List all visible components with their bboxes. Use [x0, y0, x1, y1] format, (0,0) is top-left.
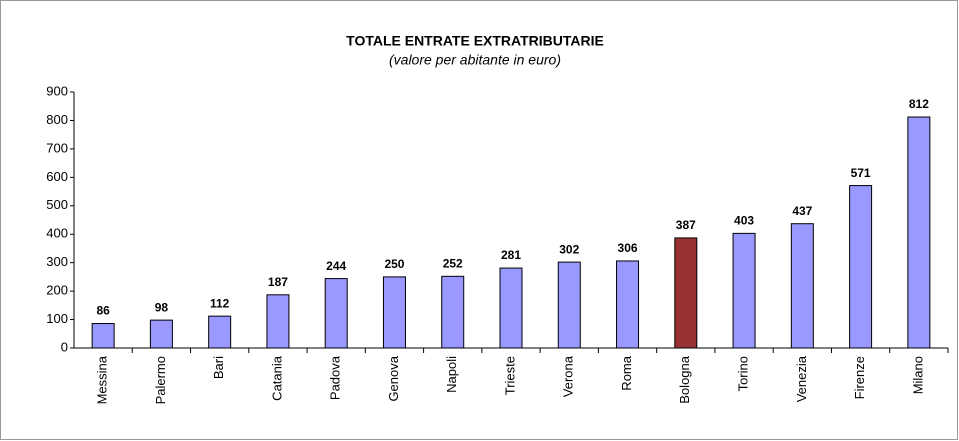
bar — [91, 323, 115, 349]
y-tick-label: 800 — [46, 112, 68, 127]
bar — [266, 294, 290, 349]
value-label: 98 — [155, 300, 169, 314]
x-tick-label: Torino — [736, 356, 751, 391]
y-tick-label: 300 — [46, 254, 68, 269]
bar — [557, 261, 581, 349]
y-tick-label: 200 — [46, 283, 68, 298]
value-label: 812 — [909, 97, 929, 111]
value-label: 252 — [443, 256, 463, 270]
x-tick-label: Venezia — [794, 355, 809, 402]
x-tick-label: Milano — [910, 356, 925, 394]
x-tick-label: Trieste — [502, 356, 517, 395]
y-tick-label: 700 — [46, 140, 68, 155]
value-label: 306 — [618, 241, 638, 255]
y-tick-label: 0 — [61, 339, 68, 354]
y-tick-label: 500 — [46, 197, 68, 212]
bar — [441, 275, 465, 349]
value-label: 302 — [559, 242, 579, 256]
value-label: 437 — [792, 204, 812, 218]
value-label: 387 — [676, 218, 696, 232]
bar — [324, 278, 348, 349]
y-tick-label: 400 — [46, 226, 68, 241]
bar — [382, 276, 406, 349]
chart-title: TOTALE ENTRATE EXTRATRIBUTARIE — [346, 33, 604, 49]
bar — [907, 116, 931, 349]
bar — [674, 237, 698, 349]
value-label: 244 — [326, 259, 346, 273]
x-tick-label: Roma — [619, 355, 634, 390]
y-tick-label: 900 — [46, 83, 68, 98]
value-label: 112 — [210, 296, 230, 310]
x-tick-label: Napoli — [444, 356, 459, 393]
bar — [790, 223, 814, 349]
value-label: 86 — [96, 304, 110, 318]
x-tick-label: Bari — [211, 356, 226, 379]
x-tick-label: Bologna — [677, 355, 692, 403]
y-tick-label: 600 — [46, 169, 68, 184]
value-label: 281 — [501, 248, 521, 262]
value-label: 250 — [384, 257, 404, 271]
value-label: 187 — [268, 275, 288, 289]
x-tick-label: Catania — [269, 355, 284, 401]
bar — [849, 185, 873, 349]
x-tick-label: Palermo — [153, 356, 168, 404]
x-tick-label: Genova — [386, 355, 401, 401]
bar — [149, 319, 173, 349]
x-tick-label: Messina — [95, 355, 110, 404]
value-label: 403 — [734, 214, 754, 228]
x-tick-label: Verona — [561, 355, 576, 397]
bar — [616, 260, 640, 349]
x-tick-label: Padova — [328, 355, 343, 400]
value-label: 571 — [851, 166, 871, 180]
bar — [732, 232, 756, 349]
bar — [208, 315, 232, 349]
y-tick-label: 100 — [46, 311, 68, 326]
bar — [499, 267, 523, 349]
chart-subtitle: (valore per abitante in euro) — [389, 52, 561, 68]
x-tick-label: Firenze — [852, 356, 867, 399]
